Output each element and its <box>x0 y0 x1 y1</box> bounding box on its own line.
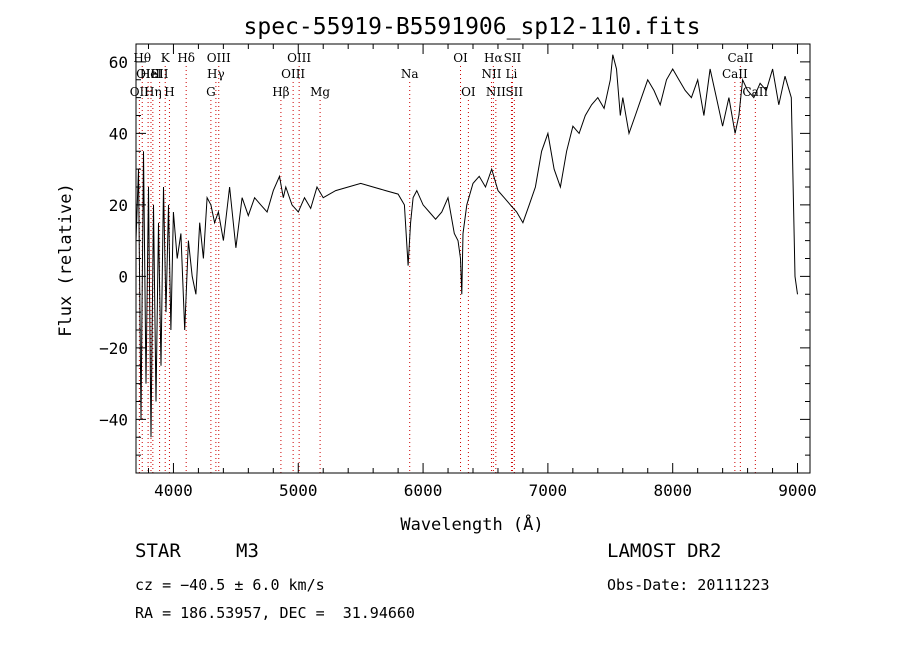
y-tick-label: 40 <box>109 124 128 143</box>
plot-frame <box>135 43 811 474</box>
y-tick-label: 60 <box>109 53 128 72</box>
y-axis-ticks: −40 −20 0 20 40 60 <box>99 53 810 456</box>
marker-label: Li <box>506 67 518 81</box>
marker-label: HeI <box>140 67 163 81</box>
marker-label: H <box>164 85 174 99</box>
marker-label: Hα <box>484 51 503 65</box>
marker-label: Hη <box>144 85 162 99</box>
marker-label: OIII <box>281 67 305 81</box>
marker-label: SII <box>505 85 523 99</box>
x-tick-label: 9000 <box>778 481 817 500</box>
marker-label: CaII <box>722 67 748 81</box>
x-axis-ticks: 4000 5000 6000 7000 8000 9000 <box>147 44 817 500</box>
coordinates: RA = 186.53957, DEC = 31.94660 <box>135 604 415 622</box>
object-subclass: M3 <box>236 540 259 562</box>
x-tick-label: 4000 <box>154 481 193 500</box>
marker-label: Hγ <box>207 67 225 81</box>
x-tick-label: 8000 <box>653 481 692 500</box>
marker-label: NII <box>486 85 506 99</box>
survey-name: LAMOST DR2 <box>607 540 722 562</box>
marker-label: G <box>206 85 216 99</box>
marker-label: NII <box>481 67 501 81</box>
marker-label: OIII <box>207 51 231 65</box>
redshift-velocity: cz = −40.5 ± 6.0 km/s <box>135 576 325 594</box>
spectrum-line <box>135 54 798 438</box>
marker-label: Na <box>401 67 419 81</box>
marker-label: Hδ <box>177 51 195 65</box>
line-markers <box>138 66 756 473</box>
line-marker-labels: OIIHθOIIIHeIHηSIIKHHδGHγOIIIHβOIIIOIIIMg… <box>130 51 769 99</box>
y-tick-label: −40 <box>99 410 128 429</box>
observation-date: Obs-Date: 20111223 <box>607 576 770 594</box>
marker-label: OIII <box>287 51 311 65</box>
y-tick-label: 0 <box>118 267 128 286</box>
marker-label: SII <box>151 67 169 81</box>
chart-title: spec-55919-B5591906_sp12-110.fits <box>244 14 701 40</box>
marker-label: OI <box>461 85 476 99</box>
marker-label: OIII <box>136 67 160 81</box>
marker-label: CaII <box>727 51 753 65</box>
marker-label: Mg <box>310 85 330 99</box>
x-tick-label: 6000 <box>404 481 443 500</box>
x-tick-label: 7000 <box>529 481 568 500</box>
object-class: STAR <box>135 540 181 562</box>
marker-label: OII <box>130 85 150 99</box>
y-axis-label: Flux (relative) <box>56 183 76 337</box>
x-axis-label: Wavelength (Å) <box>400 513 543 535</box>
marker-label: CaII <box>742 85 768 99</box>
marker-label: K <box>161 51 171 65</box>
marker-label: SII <box>504 51 522 65</box>
marker-label: OI <box>453 51 468 65</box>
y-tick-label: −20 <box>99 339 128 358</box>
y-tick-label: 20 <box>109 196 128 215</box>
marker-label: Hβ <box>272 85 289 99</box>
x-tick-label: 5000 <box>279 481 318 500</box>
